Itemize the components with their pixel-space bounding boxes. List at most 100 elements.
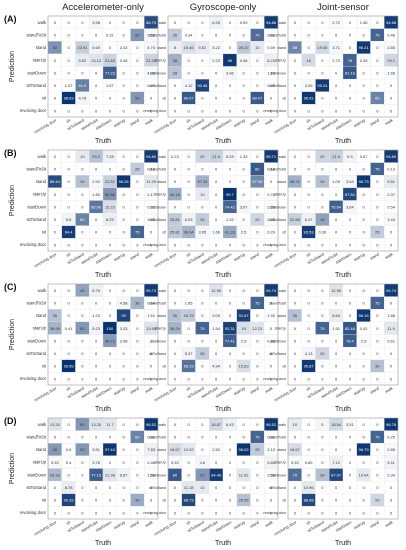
- cell-value-label: 96: [228, 58, 233, 63]
- cell-value-label: 0: [123, 288, 126, 293]
- cell-value-label: 0: [376, 376, 379, 381]
- cell-value-label: 3.67: [240, 204, 249, 209]
- cell-value-label: 0: [321, 485, 324, 490]
- cell-value-label: 0: [243, 301, 246, 306]
- y-tick-label: revolving door: [20, 108, 47, 113]
- cell-value-label: 11.9: [387, 326, 395, 331]
- cell-value-label: 0: [335, 376, 338, 381]
- cell-value-label: 0: [243, 83, 246, 88]
- cell-value-label: 0: [109, 242, 112, 247]
- cell-value-label: 0: [363, 288, 366, 293]
- cell-value-label: 0: [335, 338, 338, 343]
- cell-value-label: 96.26: [119, 179, 130, 184]
- cell-value-label: 0: [243, 242, 246, 247]
- y-axis-label: Prediction: [9, 453, 16, 484]
- y-tick-label: walk: [279, 289, 286, 293]
- cell-value-label: 0: [81, 70, 84, 75]
- cell-value-label: 0: [81, 108, 84, 113]
- cell-value-label: 0: [215, 204, 218, 209]
- cell-value-label: 21.83: [105, 58, 116, 63]
- x-tick-label: stairUp: [233, 117, 247, 128]
- cell-value-label: 0: [321, 288, 324, 293]
- y-tick-label: revolving door: [263, 377, 286, 381]
- cell-value-label: 0.67: [360, 154, 369, 159]
- cell-value-label: 0: [68, 108, 71, 113]
- cell-value-label: 0: [109, 45, 112, 50]
- cell-value-label: 91.67: [239, 313, 250, 318]
- cell-value-label: 4.12: [185, 83, 194, 88]
- cell-value-label: 0: [81, 33, 84, 38]
- cell-value-label: 0: [294, 301, 297, 306]
- y-tick-label: standToSit: [269, 301, 286, 305]
- x-tick-label: revolving door: [153, 117, 178, 134]
- cell-value-label: 0: [308, 472, 311, 477]
- cell-value-label: 1.67: [106, 83, 115, 88]
- cell-value-label: 0: [81, 301, 84, 306]
- cell-value-label: 0: [136, 338, 139, 343]
- cell-value-label: 1.65: [387, 70, 396, 75]
- cell-value-label: 0: [136, 472, 139, 477]
- cell-value-label: 0: [349, 20, 352, 25]
- x-tick-label: stand: [249, 520, 260, 529]
- x-axis-label: Truth: [215, 272, 231, 279]
- x-tick-label: revolving door: [33, 385, 58, 402]
- cell-value-label: 0: [81, 364, 84, 369]
- cell-value-label: 15.46: [184, 45, 195, 50]
- cell-value-label: 7.12: [332, 460, 341, 465]
- cell-value-label: 0: [390, 376, 393, 381]
- cell-value-label: 0: [294, 498, 297, 503]
- cell-value-label: 0: [123, 70, 126, 75]
- cell-value-label: 0: [136, 351, 139, 356]
- cell-value-label: 0: [376, 217, 379, 222]
- column-title: Joint-sensor: [317, 2, 369, 13]
- x-tick-label: stand: [129, 520, 140, 529]
- cell-value-label: 11.18: [184, 485, 194, 490]
- cell-value-label: 80.07: [252, 96, 263, 101]
- y-tick-label: revolving door: [20, 510, 47, 515]
- cell-value-label: 0: [81, 498, 84, 503]
- cell-value-label: 0: [81, 376, 84, 381]
- cell-value-label: 0: [363, 498, 366, 503]
- cell-value-label: 0: [376, 338, 379, 343]
- cell-value-label: 0: [68, 167, 71, 172]
- cell-value-label: 48.73: [105, 338, 116, 343]
- cell-value-label: 0: [136, 154, 139, 159]
- cell-value-label: 80.07: [184, 96, 195, 101]
- cell-value-label: 50: [135, 96, 140, 101]
- x-tick-label: sit: [185, 385, 192, 392]
- cell-value-label: 87.82: [345, 192, 356, 197]
- cell-value-label: 0: [270, 364, 273, 369]
- cell-value-label: 0: [188, 20, 191, 25]
- y-tick-label: revolving door: [20, 376, 47, 381]
- cell-value-label: 96.52: [266, 422, 277, 427]
- cell-value-label: 0: [54, 485, 57, 490]
- cell-value-label: 0: [308, 33, 311, 38]
- cell-value-label: 16.67: [170, 447, 181, 452]
- y-tick-label: walk: [38, 288, 47, 293]
- cell-value-label: 0: [363, 242, 366, 247]
- cell-value-label: 0: [294, 20, 297, 25]
- cell-value-label: 0: [109, 313, 112, 318]
- cell-value-label: 12.96: [331, 288, 342, 293]
- y-tick-label: standToSit: [149, 435, 166, 439]
- cell-value-label: 0: [95, 96, 98, 101]
- cell-value-label: 0: [109, 230, 112, 235]
- cell-value-label: 0: [243, 70, 246, 75]
- cell-value-label: 94.46: [211, 472, 222, 477]
- cell-value-label: 0: [349, 167, 352, 172]
- cell-value-label: 0: [321, 58, 324, 63]
- cell-value-label: 3.65: [198, 230, 207, 235]
- cell-value-label: 0: [201, 70, 204, 75]
- cell-value-label: 0: [201, 313, 204, 318]
- cell-value-label: 0: [321, 242, 324, 247]
- cell-value-label: 0: [215, 217, 218, 222]
- cell-value-label: 8.21: [267, 58, 276, 63]
- cell-value-label: 0: [376, 510, 379, 515]
- cell-value-label: 0: [256, 20, 259, 25]
- cell-value-label: 0: [95, 83, 98, 88]
- cell-value-label: 0: [174, 179, 177, 184]
- cell-value-label: 94.89: [386, 154, 397, 159]
- cell-value-label: 0: [229, 485, 232, 490]
- cell-value-label: 9.52: [198, 45, 207, 50]
- cell-value-label: 0: [335, 242, 338, 247]
